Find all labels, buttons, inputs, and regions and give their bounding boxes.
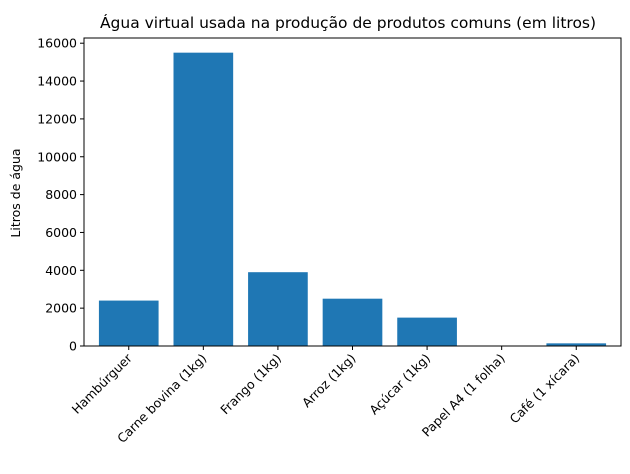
x-tick-label-3: Arroz (1kg) bbox=[299, 351, 359, 411]
bar-3 bbox=[323, 299, 383, 346]
y-tick-label-2: 4000 bbox=[45, 263, 77, 278]
chart-title: Água virtual usada na produção de produt… bbox=[100, 13, 596, 32]
y-tick-label-7: 14000 bbox=[37, 74, 77, 89]
x-tick-label-4: Açúcar (1kg) bbox=[366, 351, 433, 418]
bar-4 bbox=[397, 318, 457, 346]
bar-1 bbox=[174, 53, 234, 346]
x-tick-label-0: Hambúrguer bbox=[69, 350, 136, 417]
y-axis-label: Litros de água bbox=[8, 148, 23, 237]
bars-group bbox=[99, 53, 606, 346]
y-tick-label-5: 10000 bbox=[37, 149, 77, 164]
y-tick-label-8: 16000 bbox=[37, 36, 77, 51]
y-tick-label-4: 8000 bbox=[45, 187, 77, 202]
bar-0 bbox=[99, 301, 159, 346]
bar-2 bbox=[248, 272, 308, 346]
y-tick-label-0: 0 bbox=[69, 339, 77, 354]
y-tick-label-6: 12000 bbox=[37, 111, 77, 126]
y-axis: 0 2000 4000 6000 8000 10000 12000 14000 16000 bbox=[37, 36, 84, 354]
x-tick-label-2: Frango (1kg) bbox=[217, 351, 284, 418]
x-tick-label-6: Café (1 xícara) bbox=[506, 351, 582, 427]
y-tick-label-1: 2000 bbox=[45, 301, 77, 316]
x-tick-label-5: Papel A4 (1 folha) bbox=[419, 351, 508, 440]
y-tick-label-3: 6000 bbox=[45, 225, 77, 240]
